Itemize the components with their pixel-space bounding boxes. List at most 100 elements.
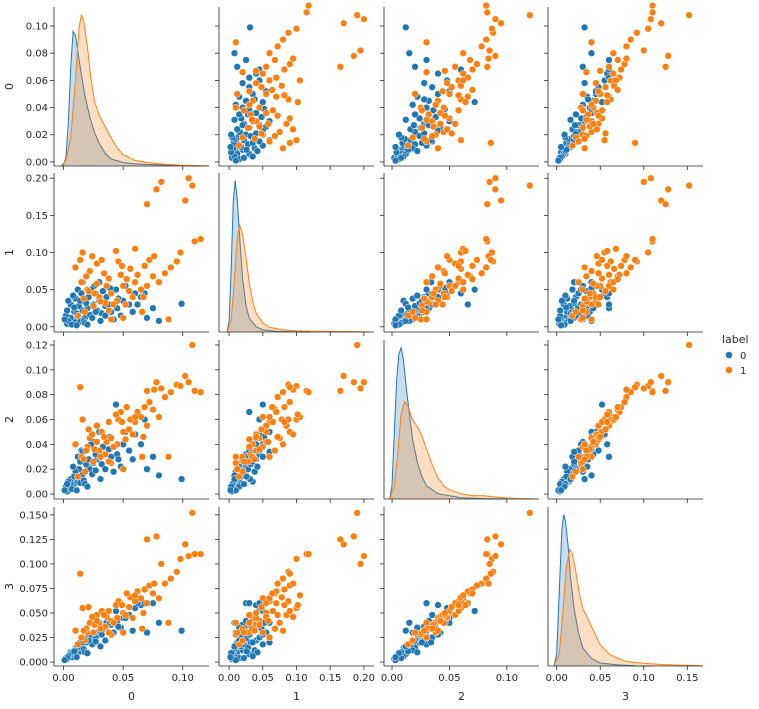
point-3-0-label-1-23	[167, 574, 175, 583]
point-3-2-label-1-60	[454, 601, 463, 609]
point-2-0-label-1-37	[90, 445, 99, 453]
point-1-3-label-1-23	[627, 263, 635, 272]
point-3-1-label-1-55	[264, 617, 272, 625]
point-1-0-label-0-65	[83, 320, 92, 329]
point-3-2-label-1-26	[526, 509, 534, 517]
point-1-0-label-0-51	[177, 300, 186, 308]
point-1-0-label-1-29	[143, 200, 151, 208]
point-3-1-label-1-29	[336, 535, 344, 544]
point-0-1-label-1-37	[255, 122, 264, 131]
y-tick-label: 0.150	[19, 510, 48, 521]
legend-marker-1	[725, 366, 733, 374]
point-1-2-label-1-25	[497, 196, 505, 205]
point-1-3-label-1-33	[648, 235, 657, 243]
point-2-1-label-0-28	[253, 463, 262, 471]
point-1-2-label-1-29	[483, 200, 491, 208]
point-1-0-label-0-69	[73, 321, 81, 329]
point-2-3-label-0-58	[598, 400, 606, 409]
point-0-1-label-1-32	[360, 15, 368, 23]
point-1-3-label-1-63	[580, 294, 589, 303]
point-1-3-label-1-44	[593, 252, 601, 260]
point-1-0-label-1-15	[131, 278, 139, 286]
point-0-1-label-0-36	[257, 113, 266, 121]
legend-label-0: 0	[740, 351, 746, 362]
point-3-0-label-0-65	[83, 649, 92, 657]
point-2-0-label-0-48	[143, 465, 151, 473]
point-0-2-label-1-61	[441, 67, 449, 75]
point-3-0-label-1-24	[173, 568, 181, 576]
y-tick-label: 0.00	[26, 322, 48, 333]
point-0-1-label-0-48	[233, 63, 241, 71]
point-0-3-label-1-26	[685, 11, 693, 19]
point-1-2-label-1-38	[438, 300, 447, 309]
point-0-1-label-1-22	[273, 42, 282, 51]
point-0-2-label-0-66	[420, 95, 428, 104]
point-0-1-label-1-49	[233, 90, 241, 98]
point-1-0-label-1-40	[140, 262, 149, 270]
point-1-2-label-1-63	[420, 294, 428, 303]
point-0-1-label-0-24	[233, 125, 241, 133]
panel-2-2	[383, 340, 539, 503]
point-2-1-label-1-25	[340, 372, 348, 380]
point-1-0-label-0-59	[101, 312, 109, 320]
kde-line-0-label-0	[60, 29, 201, 167]
point-2-3-label-0-68	[570, 448, 578, 456]
point-3-1-label-0-60	[249, 638, 257, 647]
point-0-2-label-1-46	[441, 112, 449, 120]
point-2-0-label-0-69	[73, 486, 81, 494]
point-2-1-label-1-48	[232, 459, 240, 467]
point-2-0-label-1-26	[188, 341, 196, 349]
legend: label 0 1	[722, 333, 749, 377]
point-3-0-label-0-51	[177, 627, 186, 635]
point-3-2-label-1-57	[448, 603, 456, 611]
point-0-1-label-0-50	[242, 56, 250, 64]
point-0-2-label-1-52	[484, 54, 493, 63]
point-0-1-label-0-62	[232, 156, 240, 165]
point-2-3-label-0-51	[580, 475, 589, 483]
point-1-0-label-0-24	[88, 314, 96, 322]
point-1-3-label-1-17	[605, 271, 613, 279]
point-1-2-label-1-59	[468, 275, 477, 283]
y-tick-label: 0.20	[26, 174, 48, 185]
point-3-1-label-1-43	[286, 607, 294, 615]
point-1-3-label-1-18	[598, 274, 606, 283]
point-1-0-label-1-10	[86, 267, 94, 275]
point-0-2-label-1-55	[436, 120, 444, 128]
point-1-3-label-0-60	[570, 297, 578, 305]
point-2-1-label-0-69	[226, 486, 235, 494]
point-1-0-label-1-0	[74, 312, 82, 320]
point-2-0-label-1-38	[121, 435, 130, 444]
point-2-1-label-1-40	[280, 403, 289, 411]
point-1-2-label-1-41	[473, 256, 481, 264]
point-3-0-label-1-44	[88, 613, 96, 621]
point-3-0-label-1-14	[125, 603, 133, 611]
point-2-3-label-0-47	[603, 440, 611, 448]
panel-3-3: 0.00 0.05 0.10 0.15 3	[546, 507, 704, 703]
point-0-3-label-1-9	[574, 137, 583, 146]
point-1-2-label-1-22	[477, 269, 486, 277]
y-tick-label: 0.06	[26, 76, 48, 87]
point-1-2-label-1-35	[432, 300, 440, 309]
point-1-0-label-0-61	[70, 303, 78, 312]
point-3-1-label-0-34	[249, 652, 257, 660]
point-1-0-label-1-38	[121, 300, 130, 309]
point-0-3-label-0-53	[580, 79, 589, 87]
point-1-2-label-0-57	[464, 300, 472, 309]
x-tick-label: 0.00	[381, 673, 403, 684]
point-0-1-label-1-44	[289, 125, 297, 133]
point-0-2-label-1-27	[483, 8, 491, 17]
x-tick-label: 0.05	[252, 673, 274, 684]
point-2-3-label-1-57	[601, 425, 610, 434]
point-1-0-label-1-57	[84, 287, 93, 295]
point-1-0-label-1-5	[107, 289, 115, 298]
point-1-0-label-1-11	[93, 259, 101, 268]
point-2-3-label-1-53	[612, 413, 620, 421]
point-2-3-label-1-25	[657, 372, 665, 380]
point-0-1-label-0-65	[227, 131, 235, 139]
point-3-1-label-0-33	[259, 640, 267, 649]
y-axis-label-3: 3	[3, 583, 16, 590]
point-2-3-label-1-41	[620, 398, 629, 406]
point-0-3-label-0-59	[572, 110, 580, 119]
point-0-1-label-0-58	[259, 98, 267, 106]
y-tick-label: 0.125	[19, 535, 48, 546]
